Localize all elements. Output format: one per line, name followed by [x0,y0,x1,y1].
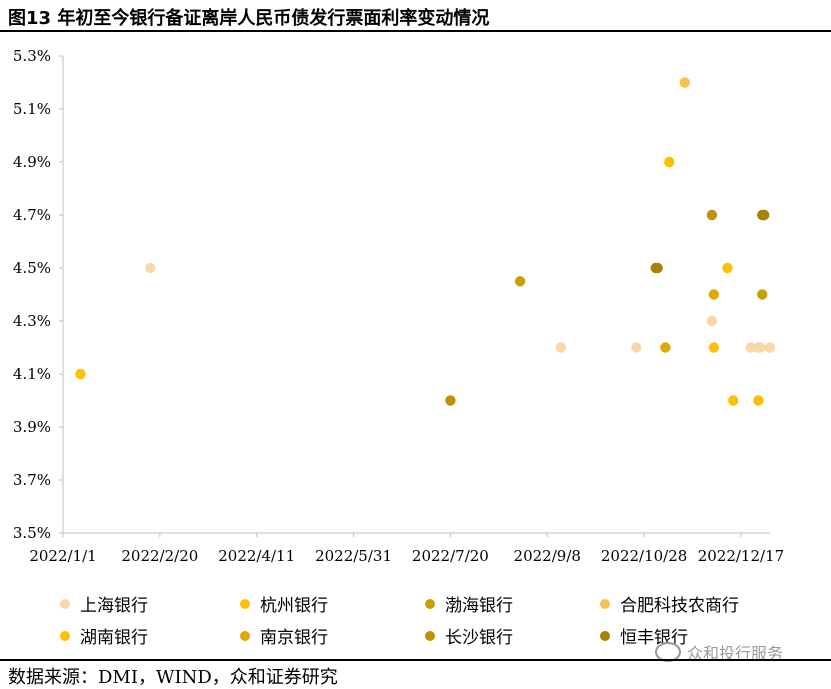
data-points [75,77,776,406]
legend-item: 长沙银行 [425,623,513,648]
legend-label: 上海银行 [80,596,148,616]
y-tick-label: 4.5% [13,259,51,277]
legend-item: 渤海银行 [425,591,513,616]
data-point [764,342,776,353]
legend-marker [425,630,435,641]
watermark: 众和投行服务 [655,640,783,664]
data-point [631,342,642,353]
y-tick-label: 4.7% [13,206,51,224]
data-point [753,395,764,406]
bottom-rule [0,659,831,661]
data-point [144,262,156,274]
data-point [727,395,739,406]
watermark-text: 众和投行服务 [687,644,784,663]
data-point [758,209,770,221]
legend-label: 杭州银行 [260,596,328,616]
data-point [755,342,766,353]
x-tick-label: 2022/12/17 [698,547,784,565]
data-point [745,342,756,353]
data-point [555,342,567,353]
legend-marker [600,598,610,609]
legend: 上海银行 杭州银行 渤海银行 合肥科技农商行 湖南银行 南京银行 长沙银行 恒丰银行 [0,585,831,653]
x-tick-label: 2022/9/8 [514,547,581,565]
data-point [660,342,671,353]
x-tick-label: 2022/7/20 [412,547,489,565]
data-point [75,368,86,380]
legend-marker [600,630,610,641]
y-tick-label: 4.3% [13,312,51,330]
tick-labels: 3.5% 3.7% 3.9% 4.1% 4.3% 4.5% 4.7% 4.9% 5.1% 5.3%… [13,47,784,565]
x-tick-label: 2022/2/20 [121,547,198,565]
y-tick-label: 3.5% [13,524,51,542]
legend-item: 湖南银行 [60,623,148,648]
y-tick-label: 5.1% [13,100,51,118]
data-point [708,289,720,300]
legend-marker [60,630,70,641]
legend-marker [60,598,70,609]
x-tick-label: 2022/10/28 [601,547,687,565]
y-tick-label: 4.1% [13,365,51,383]
data-point [708,342,720,353]
x-tick-label: 2022/4/11 [218,547,295,565]
source-note: 数据来源：DMI，WIND，众和证券研究 [8,667,338,688]
legend-marker [240,630,250,641]
data-point [664,156,675,168]
data-point [706,209,718,221]
legend-marker [240,598,250,609]
legend-label: 南京银行 [260,628,328,648]
legend-label: 渤海银行 [445,596,513,616]
y-tick-label: 3.7% [13,471,51,489]
legend-label: 合肥科技农商行 [620,596,739,616]
chart-title: 图13 年初至今银行备证离岸人民币债发行票面利率变动情况 [8,8,490,29]
legend-item: 杭州银行 [240,591,328,616]
legend-label: 长沙银行 [445,628,513,648]
legend-item: 合肥科技农商行 [600,591,739,616]
y-tick-label: 4.9% [13,153,51,171]
data-point [722,262,733,274]
data-point [757,289,768,300]
axes [59,55,770,537]
data-point [445,395,456,406]
y-tick-label: 3.9% [13,418,51,436]
legend-item: 南京银行 [240,623,328,648]
wechat-icon [655,642,681,662]
legend-label: 湖南银行 [80,628,148,648]
top-rule [0,30,831,32]
scatter-chart: 3.5% 3.7% 3.9% 4.1% 4.3% 4.5% 4.7% 4.9% 5.1% 5.3%… [13,47,784,565]
data-point [514,276,526,287]
legend-item: 上海银行 [60,591,148,616]
legend-marker [425,598,435,609]
data-point [679,77,690,88]
x-tick-label: 2022/1/1 [29,547,96,565]
data-point [652,262,663,274]
y-tick-label: 5.3% [13,47,51,65]
x-tick-label: 2022/5/31 [315,547,392,565]
data-point [706,315,718,327]
